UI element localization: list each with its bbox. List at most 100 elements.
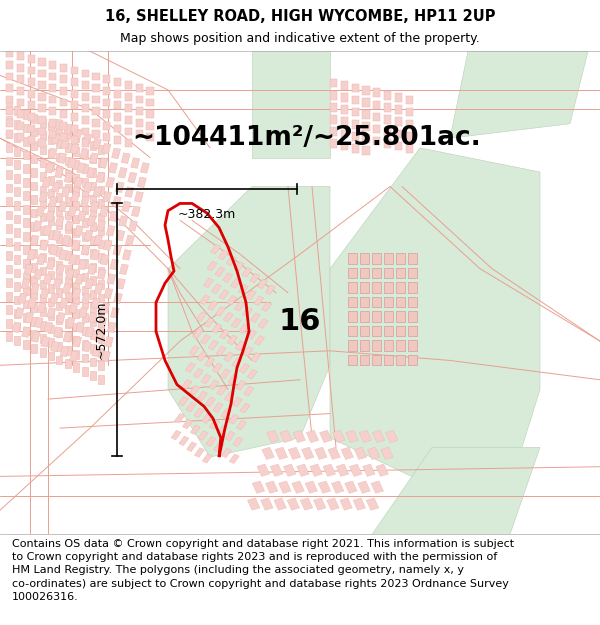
Polygon shape — [292, 481, 304, 493]
Polygon shape — [238, 284, 248, 294]
Polygon shape — [73, 188, 79, 196]
Polygon shape — [49, 96, 56, 103]
Polygon shape — [233, 437, 243, 447]
Polygon shape — [224, 392, 235, 401]
Polygon shape — [65, 238, 71, 246]
Polygon shape — [372, 282, 381, 292]
Polygon shape — [362, 464, 375, 476]
Polygon shape — [406, 144, 413, 152]
Polygon shape — [14, 214, 20, 223]
Polygon shape — [49, 119, 56, 127]
Polygon shape — [103, 240, 112, 251]
Polygon shape — [223, 272, 233, 282]
Polygon shape — [384, 91, 391, 99]
Text: 16: 16 — [279, 308, 321, 336]
Polygon shape — [88, 264, 97, 274]
Polygon shape — [31, 263, 37, 271]
Polygon shape — [56, 152, 62, 161]
Polygon shape — [408, 297, 417, 308]
Polygon shape — [55, 216, 64, 226]
Polygon shape — [362, 134, 370, 143]
Polygon shape — [28, 67, 35, 74]
Polygon shape — [114, 78, 121, 86]
Polygon shape — [6, 251, 12, 260]
Polygon shape — [257, 464, 269, 476]
Polygon shape — [71, 136, 78, 144]
Polygon shape — [60, 133, 67, 141]
Polygon shape — [28, 55, 35, 63]
Polygon shape — [73, 336, 82, 347]
Polygon shape — [332, 430, 345, 442]
Polygon shape — [6, 197, 12, 206]
Polygon shape — [6, 143, 12, 152]
Polygon shape — [331, 481, 344, 493]
Polygon shape — [98, 294, 104, 302]
Polygon shape — [396, 268, 405, 278]
Polygon shape — [23, 286, 29, 295]
Polygon shape — [395, 142, 402, 150]
Polygon shape — [82, 327, 88, 336]
Polygon shape — [40, 131, 46, 140]
Polygon shape — [42, 177, 51, 187]
Polygon shape — [40, 253, 46, 262]
Polygon shape — [193, 329, 203, 339]
Polygon shape — [136, 96, 143, 103]
Polygon shape — [313, 498, 326, 510]
Polygon shape — [85, 327, 94, 338]
Polygon shape — [360, 282, 369, 292]
Polygon shape — [296, 464, 309, 476]
Polygon shape — [122, 201, 131, 212]
Polygon shape — [384, 340, 393, 351]
Polygon shape — [40, 199, 46, 208]
Polygon shape — [91, 249, 100, 260]
Polygon shape — [201, 374, 211, 384]
Polygon shape — [99, 158, 108, 168]
Polygon shape — [73, 147, 79, 156]
Polygon shape — [73, 242, 79, 250]
Polygon shape — [215, 306, 226, 316]
Polygon shape — [71, 78, 78, 86]
Polygon shape — [31, 141, 37, 150]
Polygon shape — [28, 124, 35, 132]
Polygon shape — [48, 311, 54, 320]
Polygon shape — [246, 290, 256, 300]
Polygon shape — [185, 362, 196, 372]
Polygon shape — [90, 290, 96, 299]
Polygon shape — [14, 161, 20, 169]
Polygon shape — [380, 448, 393, 459]
Polygon shape — [190, 425, 200, 434]
Polygon shape — [31, 182, 37, 191]
Polygon shape — [38, 116, 46, 124]
Polygon shape — [254, 296, 264, 306]
Polygon shape — [28, 90, 35, 98]
Polygon shape — [257, 279, 268, 289]
Polygon shape — [100, 254, 109, 265]
Polygon shape — [360, 340, 369, 351]
Polygon shape — [373, 112, 380, 121]
Polygon shape — [328, 448, 340, 459]
Polygon shape — [72, 288, 81, 299]
Polygon shape — [14, 201, 20, 210]
Polygon shape — [80, 196, 89, 207]
Polygon shape — [48, 216, 54, 225]
Polygon shape — [352, 120, 359, 129]
Polygon shape — [247, 369, 257, 379]
Polygon shape — [92, 72, 100, 80]
Polygon shape — [52, 182, 61, 192]
Polygon shape — [22, 327, 31, 338]
Polygon shape — [270, 464, 283, 476]
Polygon shape — [236, 420, 247, 430]
Polygon shape — [82, 272, 88, 281]
Polygon shape — [221, 409, 231, 418]
Polygon shape — [73, 129, 82, 139]
Polygon shape — [18, 293, 27, 304]
Polygon shape — [40, 280, 46, 289]
Polygon shape — [251, 352, 261, 362]
Polygon shape — [6, 116, 12, 124]
Polygon shape — [82, 92, 89, 101]
Polygon shape — [46, 259, 55, 270]
Polygon shape — [360, 253, 369, 264]
Polygon shape — [59, 249, 68, 260]
Polygon shape — [372, 253, 381, 264]
Polygon shape — [223, 312, 233, 322]
